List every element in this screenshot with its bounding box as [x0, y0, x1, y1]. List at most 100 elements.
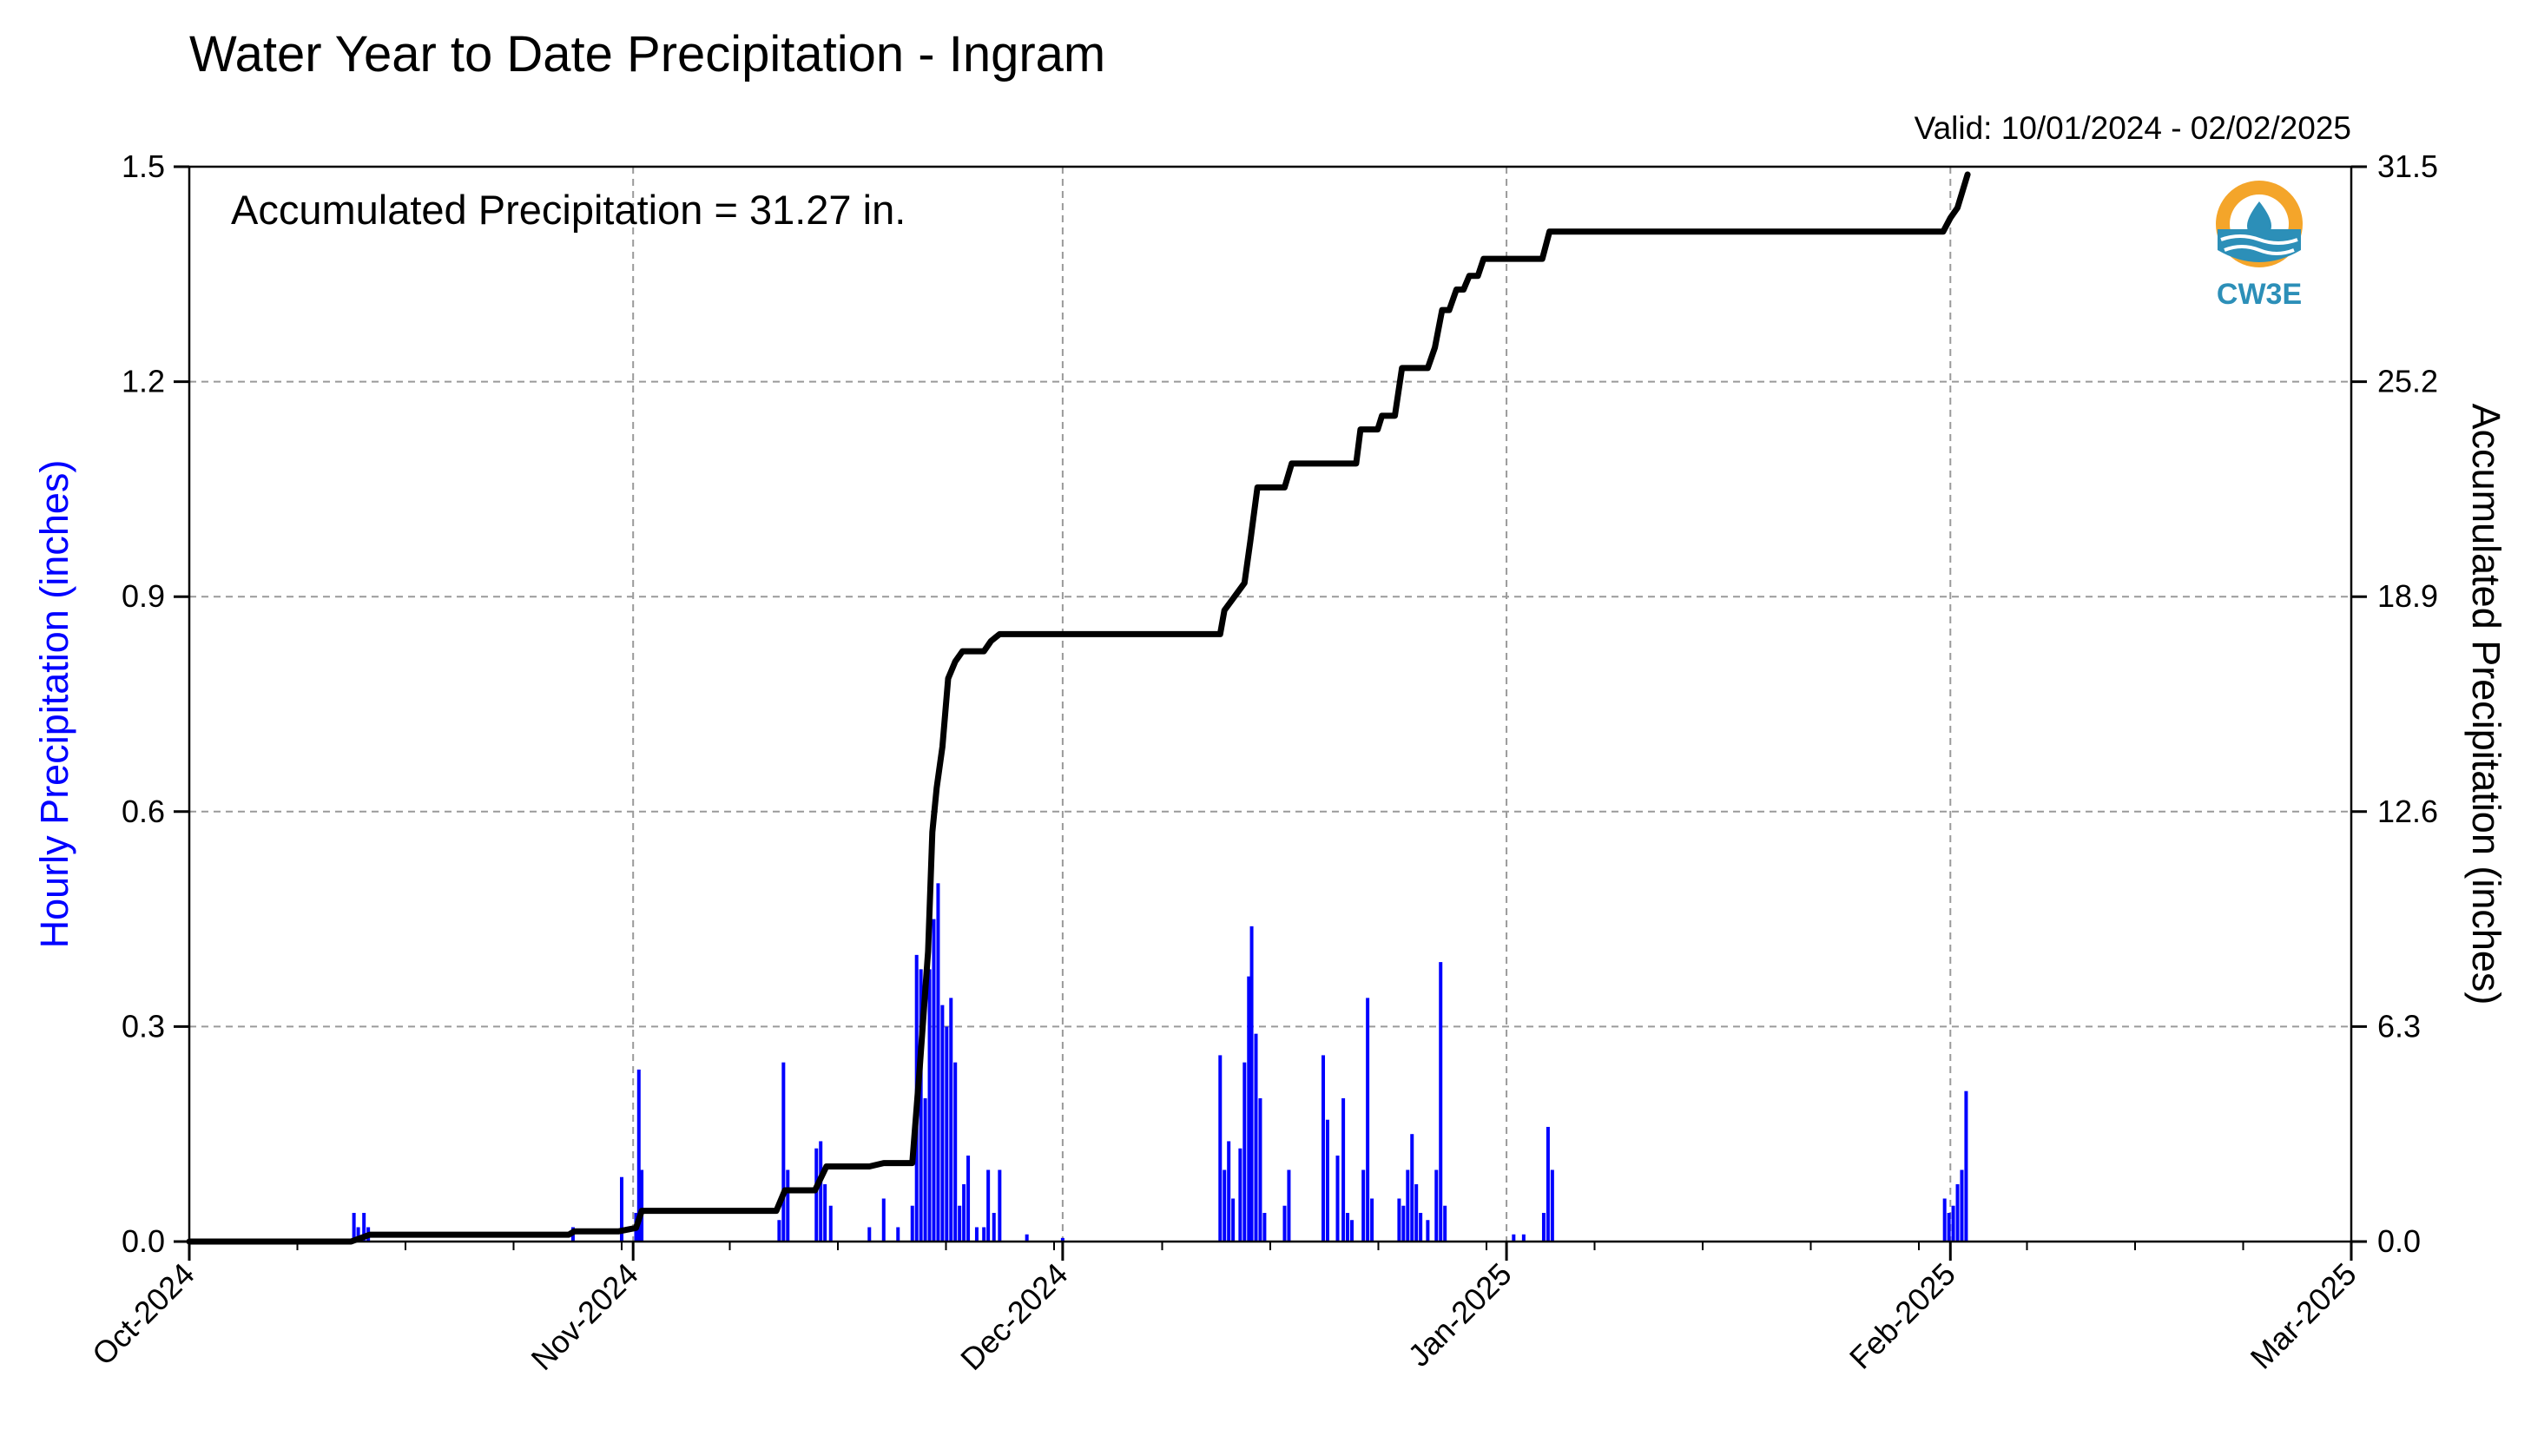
- precip-bar: [1397, 1198, 1401, 1242]
- precip-bar: [1370, 1198, 1374, 1242]
- precip-bar: [1951, 1205, 1955, 1242]
- x-tick-label: Nov-2024: [524, 1256, 644, 1377]
- precip-bar: [940, 1005, 945, 1242]
- precip-bar: [1550, 1169, 1554, 1242]
- precip-bar: [823, 1183, 827, 1242]
- precip-bar: [1414, 1183, 1419, 1242]
- precip-bar: [1322, 1055, 1326, 1242]
- precip-bar: [1546, 1126, 1550, 1242]
- precip-bar: [962, 1183, 966, 1242]
- x-tick-label: Jan-2025: [1401, 1256, 1519, 1374]
- precip-bar: [1242, 1062, 1247, 1242]
- precip-bar: [786, 1169, 790, 1242]
- logo-droplet-icon: [2247, 201, 2271, 236]
- precip-bar: [974, 1227, 979, 1242]
- precip-bar: [620, 1176, 623, 1242]
- chart-title: Water Year to Date Precipitation - Ingra…: [189, 26, 1105, 82]
- y-left-tick-label: 0.3: [122, 1008, 165, 1044]
- precip-bar: [919, 969, 923, 1242]
- precip-bar: [1258, 1097, 1262, 1242]
- plot-frame: [188, 165, 2353, 1243]
- precip-bar: [936, 883, 940, 1242]
- chart-subtitle: Valid: 10/01/2024 - 02/02/2025: [1915, 110, 2351, 146]
- precip-bar: [1231, 1198, 1236, 1242]
- accumulated-precipitation-line: [186, 171, 1971, 1245]
- precip-bar: [1964, 1090, 1968, 1242]
- precip-bar: [1282, 1205, 1287, 1242]
- y-axis-right: 0.0 6.3 12.6 18.9 25.2 31.5: [2351, 148, 2438, 1259]
- precip-bar: [1443, 1205, 1447, 1242]
- precip-bar: [910, 1205, 914, 1242]
- precip-bar: [1947, 1212, 1951, 1242]
- precip-bar: [1521, 1234, 1526, 1242]
- precip-bar: [356, 1227, 360, 1242]
- precip-bar: [966, 1155, 971, 1242]
- y-axis-left: 0.0 0.3 0.6 0.9 1.2 1.5: [122, 148, 189, 1259]
- precip-bar: [1249, 926, 1254, 1242]
- precip-bar: [1960, 1169, 1964, 1242]
- cw3e-logo: CW3E: [2216, 181, 2303, 311]
- precip-bar: [1227, 1141, 1231, 1242]
- precip-bar: [923, 1097, 927, 1242]
- precip-bar: [640, 1169, 644, 1242]
- y-right-tick-label: 12.6: [2377, 794, 2438, 829]
- precip-bar: [1366, 998, 1370, 1242]
- precip-bar: [1238, 1148, 1242, 1242]
- precip-bar: [1341, 1097, 1346, 1242]
- precip-bar: [1426, 1220, 1430, 1242]
- precip-bar: [814, 1148, 819, 1242]
- precip-bar: [1942, 1198, 1947, 1242]
- x-tick-label: Oct-2024: [85, 1256, 201, 1373]
- precip-bar: [352, 1212, 356, 1242]
- precip-bar: [945, 1026, 949, 1242]
- precip-bar: [777, 1220, 781, 1242]
- precip-bar: [1223, 1169, 1227, 1242]
- precip-bar: [1434, 1169, 1439, 1242]
- precip-bar: [1254, 1033, 1258, 1242]
- logo-text: CW3E: [2217, 278, 2302, 311]
- precip-bar: [1361, 1169, 1366, 1242]
- precip-bar: [1325, 1119, 1329, 1242]
- precip-bar: [1218, 1055, 1223, 1242]
- precip-bar: [867, 1227, 872, 1242]
- precip-bar: [362, 1212, 366, 1242]
- precip-bar: [881, 1198, 886, 1242]
- precip-bar: [1247, 976, 1251, 1242]
- x-tick-label: Dec-2024: [953, 1256, 1074, 1377]
- precip-bar: [1401, 1205, 1406, 1242]
- y-axis-left-label: Hourly Precipitation (inches): [32, 460, 76, 949]
- precip-bar: [1512, 1234, 1516, 1242]
- precip-bar: [998, 1169, 1002, 1242]
- precip-bar: [819, 1141, 823, 1242]
- precip-bar: [949, 998, 953, 1242]
- y-left-tick-label: 1.2: [122, 364, 165, 399]
- x-axis: Oct-2024 Nov-2024 Dec-2024 Jan-2025 Feb-2025…: [85, 1242, 2363, 1377]
- precip-bar: [1955, 1183, 1960, 1242]
- y-right-tick-label: 25.2: [2377, 364, 2438, 399]
- y-left-tick-label: 0.6: [122, 794, 165, 829]
- precip-bar: [1060, 1237, 1064, 1242]
- precip-bar: [1406, 1169, 1410, 1242]
- precip-bar: [781, 1062, 786, 1242]
- precip-bar: [1410, 1134, 1414, 1242]
- precip-bar: [1335, 1155, 1340, 1242]
- precip-bar: [1025, 1234, 1029, 1242]
- x-tick-label: Feb-2025: [1842, 1256, 1962, 1376]
- precip-bar: [927, 969, 932, 1242]
- precip-bar: [828, 1205, 833, 1242]
- y-left-tick-label: 0.0: [122, 1223, 165, 1259]
- precip-bar: [1349, 1220, 1354, 1242]
- precip-bar: [1439, 962, 1443, 1242]
- accumulated-total-annotation: Accumulated Precipitation = 31.27 in.: [231, 187, 906, 233]
- x-tick-label: Mar-2025: [2244, 1256, 2363, 1376]
- precip-bar: [992, 1212, 996, 1242]
- y-left-tick-label: 0.9: [122, 578, 165, 614]
- precip-bar: [986, 1169, 991, 1242]
- y-right-tick-label: 31.5: [2377, 148, 2438, 184]
- precip-bar: [932, 919, 936, 1242]
- y-right-tick-label: 6.3: [2377, 1008, 2421, 1044]
- precip-bar: [1346, 1212, 1350, 1242]
- y-right-tick-label: 18.9: [2377, 578, 2438, 614]
- precip-bar: [958, 1205, 962, 1242]
